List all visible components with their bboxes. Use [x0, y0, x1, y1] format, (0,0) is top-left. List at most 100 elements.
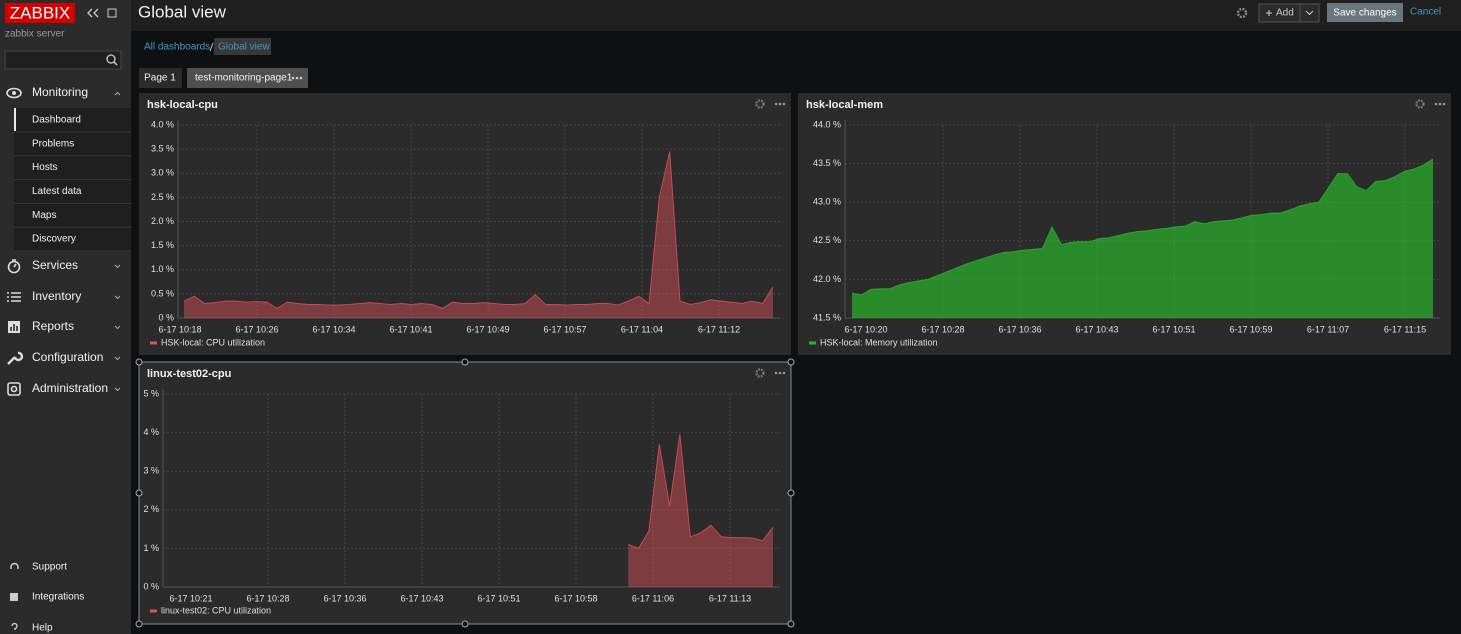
- x-tick-label: 6-17 10:28: [921, 324, 964, 334]
- menu-item[interactable]: Monitoring: [32, 85, 88, 99]
- menu-icon: [7, 260, 21, 274]
- tab-active[interactable]: [187, 68, 308, 88]
- menu-item[interactable]: Configuration: [32, 350, 103, 364]
- x-tick-label: 6-17 11:04: [621, 324, 663, 334]
- submenu-item[interactable]: Discovery: [32, 234, 76, 245]
- x-tick-label: 6-17 10:21: [169, 593, 212, 603]
- y-tick-label: 1 %: [143, 543, 159, 553]
- resize-handle[interactable]: [787, 358, 795, 366]
- menu-icon: [6, 87, 22, 99]
- settings-icon[interactable]: [1236, 7, 1248, 19]
- breadcrumb[interactable]: Global view: [218, 42, 270, 53]
- search-icon: [113, 61, 118, 66]
- footer-item[interactable]: Support: [32, 562, 67, 573]
- menu-icon: [12, 259, 17, 268]
- resize-handle[interactable]: [461, 620, 469, 628]
- page-title: Global view: [138, 2, 227, 21]
- x-tick-label: 6-17 10:58: [554, 593, 597, 603]
- kiosk-icon[interactable]: [107, 8, 117, 18]
- menu-icon: [10, 324, 18, 331]
- widget-settings[interactable]: [755, 99, 765, 109]
- save-label[interactable]: Save changes: [1333, 8, 1396, 19]
- y-tick-label: 41.5 %: [813, 312, 841, 322]
- widget-settings[interactable]: [1415, 99, 1425, 109]
- submenu-item[interactable]: Hosts: [32, 162, 58, 173]
- y-tick-label: 42.0 %: [813, 274, 841, 284]
- menu-icon: [7, 382, 21, 396]
- footer-item[interactable]: Integrations: [32, 592, 84, 603]
- y-tick-label: 3.5 %: [151, 144, 174, 154]
- y-tick-label: 43.0 %: [813, 197, 841, 207]
- y-tick-label: 42.5 %: [813, 235, 841, 245]
- footer-item[interactable]: Help: [32, 623, 53, 634]
- add-dropdown[interactable]: [1299, 3, 1320, 23]
- y-tick-label: 2.5 %: [151, 192, 174, 202]
- footer-icon: [10, 593, 18, 601]
- widget-menu-dot[interactable]: [774, 102, 778, 106]
- dot: [295, 76, 299, 80]
- widget-menu-dot[interactable]: [782, 102, 786, 106]
- area-fill: [184, 151, 773, 318]
- menu-icon: [7, 351, 24, 365]
- menu-item[interactable]: Services: [32, 258, 78, 272]
- breadcrumb-separator: [209, 42, 214, 52]
- submenu-item[interactable]: Dashboard: [32, 115, 81, 126]
- widget-settings[interactable]: [755, 368, 765, 378]
- widget-menu-dot[interactable]: [1442, 102, 1446, 106]
- y-tick-label: 5 %: [143, 388, 159, 398]
- y-tick-label: 44.0 %: [813, 119, 841, 129]
- menu-item[interactable]: Inventory: [32, 289, 81, 303]
- x-tick-label: 6-17 11:15: [1384, 324, 1426, 334]
- add-label[interactable]: Add: [1276, 8, 1294, 19]
- x-tick-label: 6-17 10:28: [246, 593, 289, 603]
- x-tick-label: 6-17 10:59: [1229, 324, 1272, 334]
- widget-menu-dot[interactable]: [1438, 102, 1442, 106]
- submenu-item[interactable]: Maps: [32, 210, 56, 221]
- submenu-item[interactable]: Latest data: [32, 186, 82, 197]
- submenu-item[interactable]: Problems: [32, 138, 74, 149]
- resize-handle[interactable]: [135, 358, 143, 366]
- x-tick-label: 6-17 10:51: [1152, 324, 1195, 334]
- save-button[interactable]: [1327, 3, 1403, 22]
- resize-handle[interactable]: [787, 489, 795, 497]
- area-line: [851, 158, 1434, 296]
- resize-handle[interactable]: [461, 358, 469, 366]
- breadcrumb[interactable]: All dashboards: [144, 42, 210, 53]
- resize-handle[interactable]: [135, 489, 143, 497]
- tab-menu-dots[interactable]: [291, 76, 303, 80]
- tab-label[interactable]: Page 1: [144, 73, 176, 84]
- widget-title: linux-test02-cpu: [147, 368, 231, 380]
- resize-handle[interactable]: [787, 620, 795, 628]
- x-tick-label: 6-17 10:36: [998, 324, 1041, 334]
- menu-chevron: [114, 356, 121, 361]
- widget: [139, 93, 791, 355]
- logo[interactable]: ZABBIX: [10, 3, 70, 22]
- x-tick-label: 6-17 10:51: [477, 593, 520, 603]
- widget-menu-dot[interactable]: [1434, 102, 1438, 106]
- x-tick-label: 6-17 10:43: [400, 593, 443, 603]
- tab-label[interactable]: test-monitoring-page1: [195, 73, 293, 84]
- logo-box[interactable]: [5, 3, 75, 23]
- menu-item[interactable]: Reports: [32, 319, 74, 333]
- cancel-link[interactable]: Cancel: [1410, 7, 1441, 18]
- gear[interactable]: [1236, 7, 1248, 19]
- menu-item[interactable]: Administration: [32, 381, 108, 395]
- search-box[interactable]: [4, 50, 122, 70]
- tab[interactable]: [139, 68, 182, 88]
- resize-handle[interactable]: [135, 620, 143, 628]
- area-fill: [628, 434, 773, 587]
- search-icon[interactable]: [106, 54, 116, 64]
- menu-icon: [10, 385, 18, 393]
- y-tick-label: 1.0 %: [151, 264, 174, 274]
- legend-swatch: [809, 341, 816, 345]
- collapse-icon[interactable]: [87, 8, 99, 18]
- widget-menu-dot[interactable]: [782, 371, 786, 375]
- sidebar: [0, 0, 131, 634]
- y-tick-label: 3.0 %: [151, 168, 174, 178]
- widget-menu-dot[interactable]: [774, 371, 778, 375]
- menu-icon: [12, 91, 16, 95]
- widget-menu-dot[interactable]: [778, 371, 782, 375]
- widget-menu-dot[interactable]: [778, 102, 782, 106]
- legend-swatch: [150, 609, 157, 613]
